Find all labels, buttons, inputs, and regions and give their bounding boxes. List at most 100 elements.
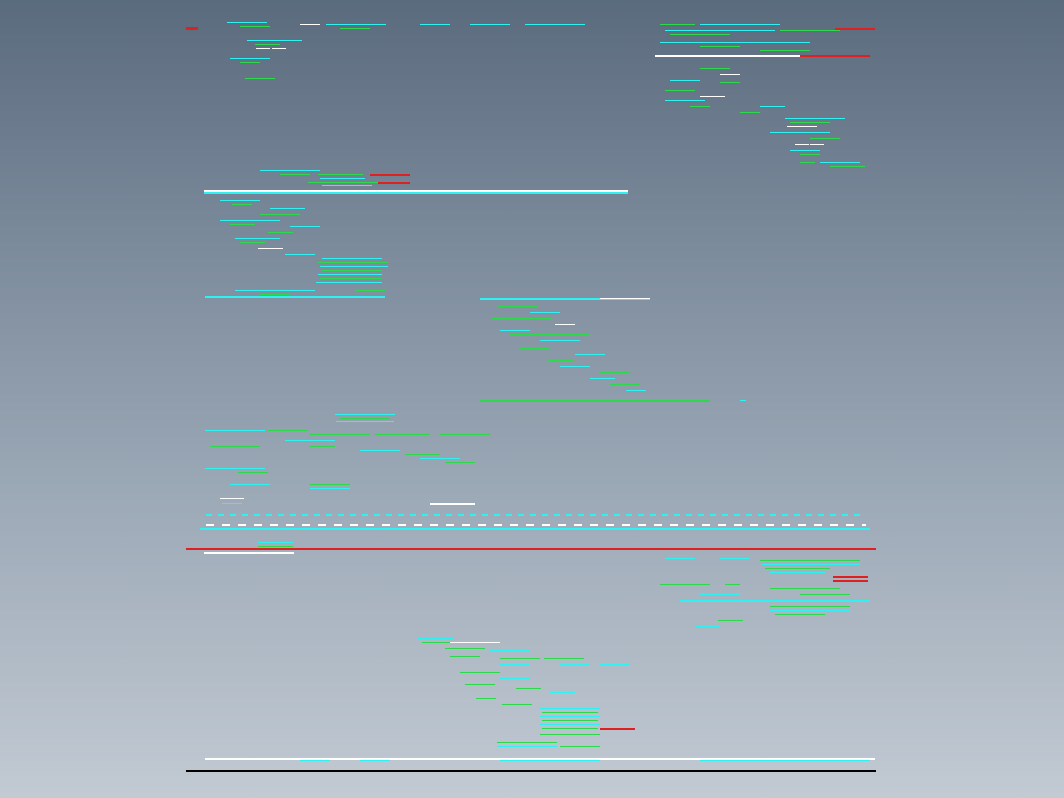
line-segment [525, 24, 585, 25]
line-segment [434, 514, 440, 516]
line-segment [800, 55, 870, 57]
line-segment [476, 698, 496, 699]
line-segment [398, 524, 406, 526]
line-segment [542, 514, 548, 516]
line-segment [690, 106, 710, 107]
line-segment [260, 294, 290, 295]
line-segment [280, 174, 310, 175]
line-segment [660, 42, 810, 43]
line-segment [734, 524, 742, 526]
line-segment [497, 746, 557, 747]
line-segment [660, 584, 710, 585]
line-segment [740, 400, 746, 401]
line-segment [720, 558, 750, 559]
line-segment [322, 258, 382, 259]
line-segment [548, 360, 573, 361]
line-segment [686, 524, 694, 526]
line-segment [854, 514, 860, 516]
line-segment [340, 418, 390, 419]
line-segment [626, 390, 646, 391]
line-segment [378, 182, 410, 184]
line-segment [610, 384, 640, 385]
line-segment [540, 734, 600, 735]
line-segment [254, 524, 262, 526]
line-segment [254, 514, 260, 516]
line-segment [800, 594, 850, 595]
line-segment [566, 514, 572, 516]
line-segment [766, 524, 774, 526]
line-segment [494, 514, 500, 516]
line-segment [230, 224, 255, 225]
line-segment [518, 514, 524, 516]
line-segment [660, 24, 695, 25]
line-segment [500, 658, 540, 659]
line-segment [338, 514, 344, 516]
line-segment [446, 514, 452, 516]
line-segment [340, 28, 370, 29]
line-segment [240, 242, 265, 243]
line-segment [360, 760, 390, 761]
line-segment [462, 524, 470, 526]
line-segment [554, 514, 560, 516]
line-segment [665, 558, 695, 559]
line-segment [230, 58, 270, 59]
line-segment [310, 488, 350, 489]
line-segment [290, 226, 320, 227]
line-segment [270, 524, 278, 526]
line-segment [555, 324, 575, 325]
line-segment [590, 378, 615, 379]
line-segment [718, 524, 726, 526]
line-segment [210, 446, 260, 447]
line-segment [516, 688, 541, 689]
line-segment [450, 642, 500, 643]
line-segment [335, 414, 395, 415]
line-segment [465, 684, 495, 685]
line-segment [186, 548, 876, 550]
line-segment [665, 90, 695, 91]
line-segment [650, 514, 656, 516]
line-segment [806, 514, 812, 516]
line-segment [670, 34, 730, 35]
line-segment [270, 208, 305, 209]
line-segment [686, 514, 692, 516]
line-segment [268, 430, 308, 431]
line-segment [760, 50, 810, 51]
line-segment [235, 290, 315, 291]
line-segment [710, 514, 716, 516]
line-segment [238, 524, 246, 526]
line-segment [350, 524, 358, 526]
line-segment [638, 524, 646, 526]
line-segment [310, 434, 370, 435]
line-segment [480, 400, 710, 402]
line-segment [770, 514, 776, 516]
line-segment [370, 174, 410, 176]
line-segment [700, 594, 740, 595]
line-segment [258, 546, 293, 547]
line-segment [445, 462, 475, 463]
line-segment [846, 524, 854, 526]
line-segment [450, 656, 480, 657]
line-segment [790, 122, 830, 123]
line-segment [205, 296, 385, 298]
line-segment [560, 746, 600, 747]
line-segment [674, 514, 680, 516]
line-segment [700, 760, 870, 761]
line-segment [310, 446, 335, 447]
line-segment [326, 514, 332, 516]
line-segment [314, 514, 320, 516]
line-segment [720, 82, 740, 83]
line-segment [600, 372, 630, 373]
line-segment [374, 514, 380, 516]
line-segment [418, 638, 453, 639]
line-segment [614, 514, 620, 516]
line-segment [665, 30, 775, 31]
line-segment [835, 28, 875, 30]
line-segment [285, 254, 315, 255]
line-segment [695, 626, 720, 627]
line-segment [318, 262, 388, 263]
line-segment [300, 760, 330, 761]
line-segment [260, 170, 320, 171]
line-segment [410, 514, 416, 516]
line-segment [255, 44, 280, 45]
line-segment [266, 514, 272, 516]
